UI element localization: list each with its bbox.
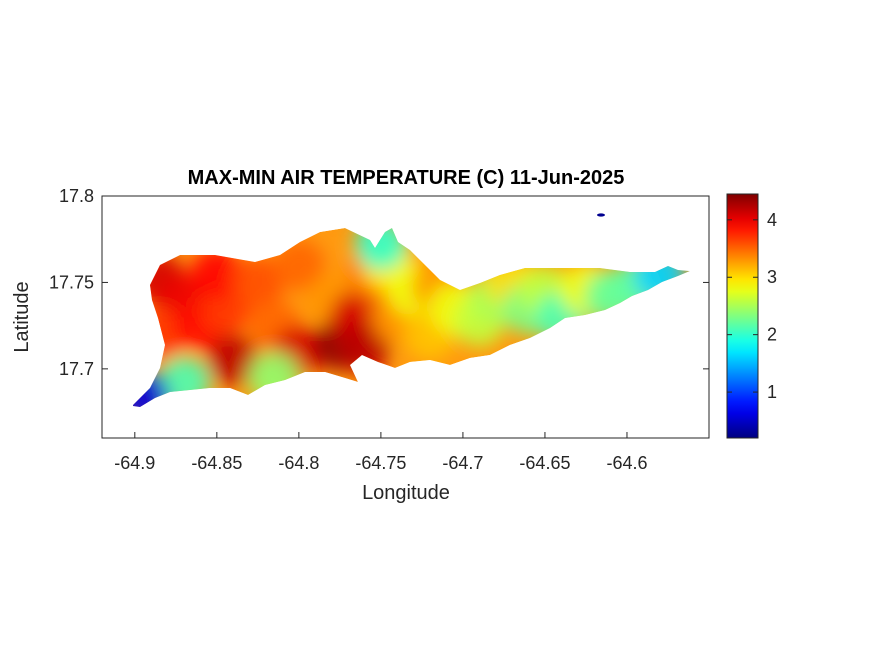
colorbar-box [726,193,759,439]
colorbar-tick-label: 3 [767,267,777,287]
field-sample-14 [338,322,391,375]
field-sample-32 [248,351,301,404]
x-tick-label: -64.9 [114,453,155,473]
y-tick-label: 17.75 [49,272,94,292]
x-tick-label: -64.7 [442,453,483,473]
x-tick-label: -64.8 [278,453,319,473]
y-tick-label: 17.7 [59,359,94,379]
field-sample-31 [633,249,686,302]
chart-title: MAX-MIN AIR TEMPERATURE (C) 11-Jun-2025 [188,167,625,189]
y-axis: 17.7 17.75 17.8 [49,186,709,379]
field-blobs [133,228,686,407]
x-tick-label: -64.6 [606,453,647,473]
colorbar: 1 2 3 4 [726,193,777,439]
x-tick-label: -64.65 [519,453,570,473]
colorbar-tick-label: 1 [767,382,777,402]
field-sample-4 [207,334,260,387]
colorbar-tick-label: 2 [767,325,777,345]
colorbar-gradient [727,194,758,438]
x-axis-label: Longitude [362,482,450,504]
field-sample-6 [190,247,243,300]
plot-area [101,195,710,439]
x-axis: -64.9 -64.85 -64.8 -64.75 -64.7 -64.65 -64.6 [114,432,647,473]
y-axis-label: Latitude [11,281,33,352]
temperature-field [133,228,690,407]
islet-feature [597,213,605,217]
field-sample-34 [133,370,170,407]
x-tick-label: -64.85 [191,453,242,473]
colorbar-tick-label: 4 [767,210,777,230]
field-sample-36 [559,228,612,243]
field-sample-35 [354,228,407,271]
colorbar-ticks: 1 2 3 4 [727,210,777,402]
field-sample-33 [158,356,211,407]
y-tick-label: 17.8 [59,186,94,206]
field-sample-10 [272,239,325,292]
axes-box [101,195,710,439]
field-sample-7 [231,256,284,309]
x-tick-label: -64.75 [355,453,406,473]
